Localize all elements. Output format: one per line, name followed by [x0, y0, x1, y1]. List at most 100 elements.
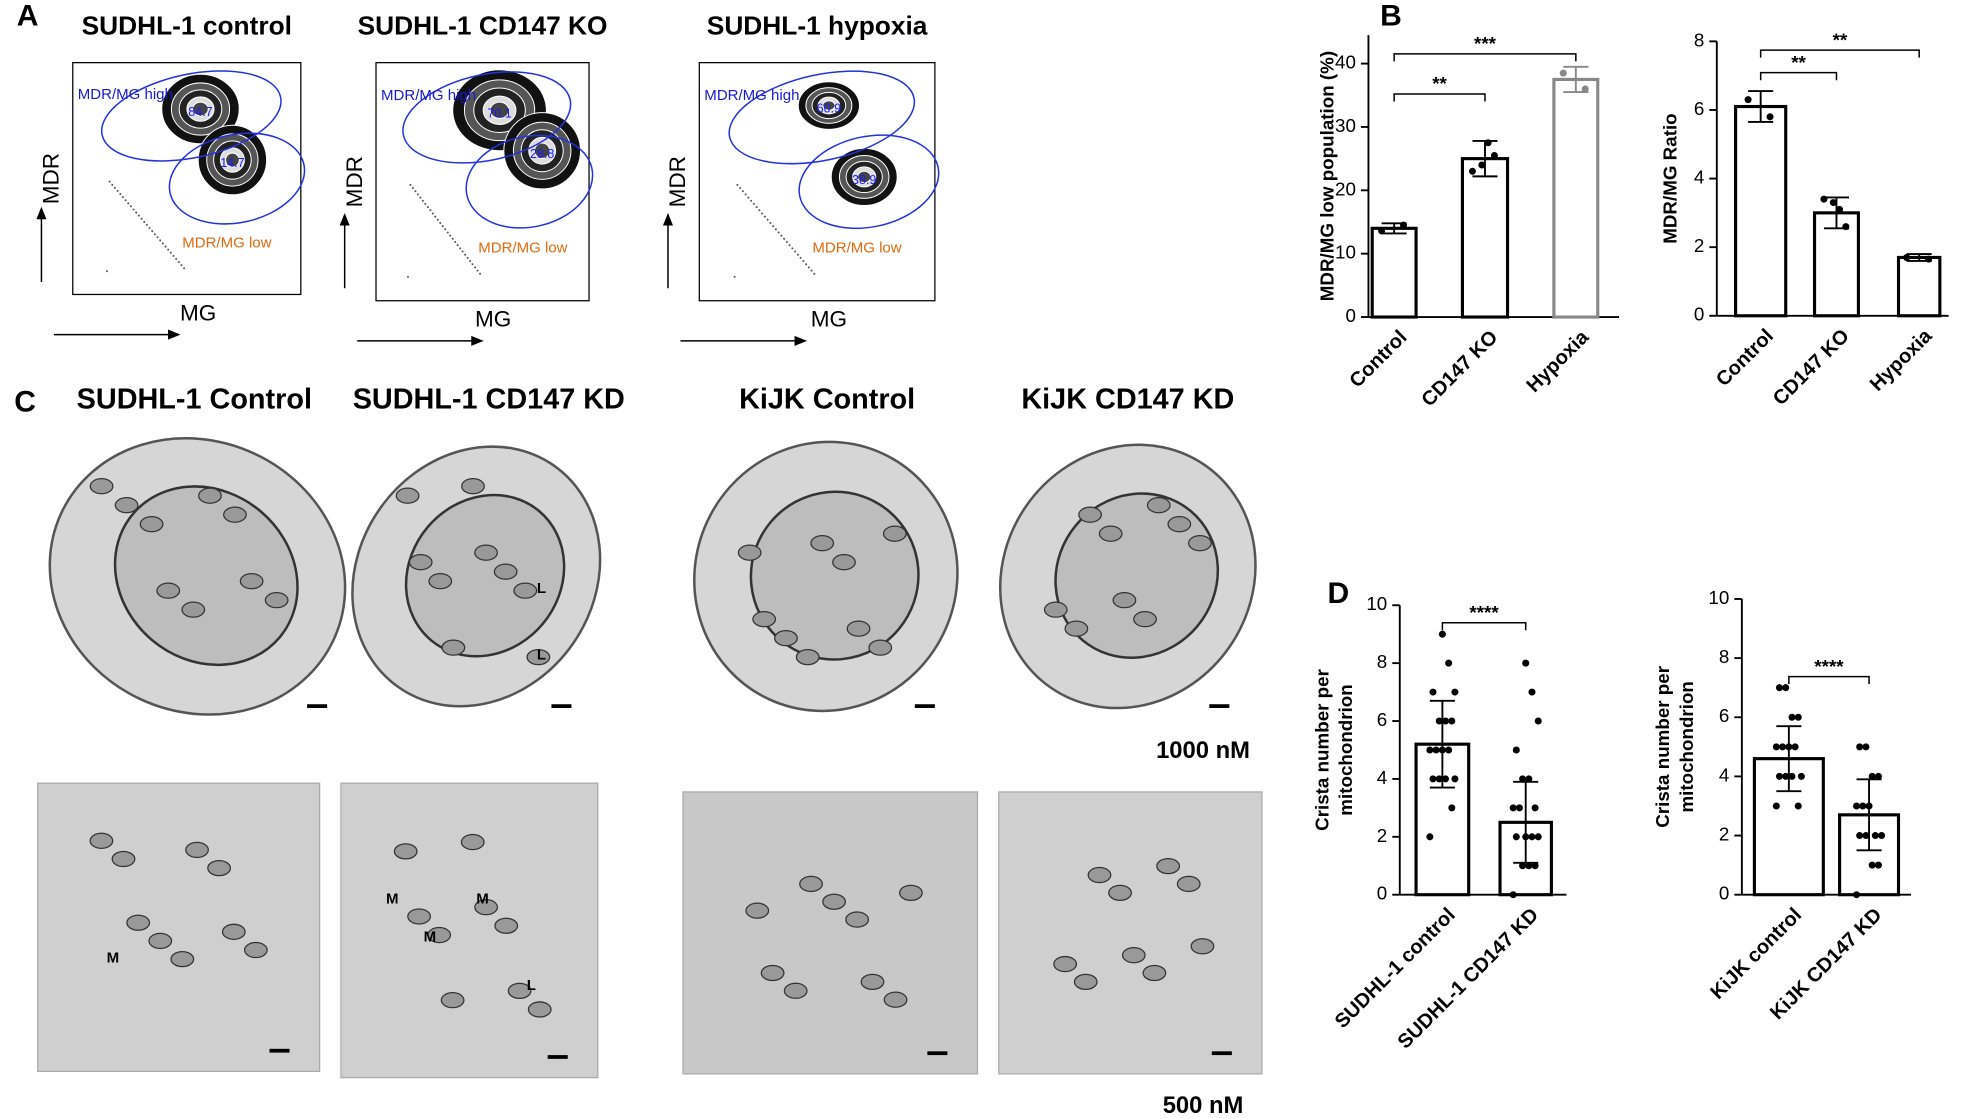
micrograph-annotation: L — [537, 580, 546, 597]
data-point — [1903, 253, 1911, 261]
event-dot — [429, 209, 432, 212]
significance-label: ** — [1432, 73, 1447, 94]
event-dot — [783, 237, 786, 240]
event-dot — [761, 212, 764, 215]
significance-label: ** — [1791, 52, 1806, 73]
organelle — [526, 648, 551, 666]
event-dot — [755, 206, 758, 209]
y-tick-label: 20 — [1335, 178, 1356, 199]
event-dot — [177, 261, 180, 264]
gate-label: MDR/MG high — [704, 87, 799, 104]
y-tick-label: 0 — [1377, 883, 1387, 904]
event-dot — [129, 205, 132, 208]
organelle — [846, 620, 871, 637]
y-axis-label: MDR/MG low population (%) — [1316, 51, 1337, 301]
event-dot — [424, 202, 427, 205]
data-point — [1478, 161, 1486, 169]
y-tick-label: 0 — [1719, 883, 1729, 904]
organelle — [799, 875, 823, 893]
plot-frame — [375, 62, 590, 302]
event-dot — [474, 266, 477, 269]
organelle — [1142, 964, 1167, 982]
density-contour — [533, 142, 551, 159]
organelle — [493, 563, 518, 580]
event-dot — [153, 233, 156, 236]
event-dot — [105, 270, 108, 273]
organelle — [474, 544, 498, 561]
scale-bar — [927, 1051, 948, 1056]
gate-value: 60.9 — [817, 102, 841, 116]
micrograph-annotation: L — [527, 977, 536, 994]
panel-label: A — [17, 0, 39, 32]
organelle — [745, 902, 770, 919]
gate-label: MDR/MG low — [478, 239, 567, 256]
arrow-head — [36, 206, 47, 220]
organelle — [148, 932, 173, 950]
gate — [402, 71, 572, 164]
organelle — [845, 911, 870, 928]
data-point — [1775, 684, 1783, 692]
y-tick-label: 2 — [1719, 824, 1729, 845]
arrow-head — [339, 213, 350, 226]
event-dot — [127, 202, 130, 205]
density-contour — [489, 101, 510, 119]
event-dot — [476, 269, 479, 272]
y-axis-label: MDR/MG Ratio — [1660, 113, 1681, 243]
error-bar — [1776, 725, 1802, 793]
scale-bar — [914, 704, 935, 708]
y-tick-label: 6 — [1377, 709, 1387, 730]
data-point — [1525, 775, 1533, 783]
event-dot — [108, 180, 111, 183]
event-dot — [469, 260, 472, 263]
organelle — [428, 573, 453, 590]
data-point — [1581, 85, 1589, 93]
micrograph-annotation: M — [424, 928, 437, 945]
arrow-head — [794, 335, 808, 346]
data-point — [1788, 713, 1796, 721]
organelle — [1078, 506, 1103, 523]
organelle — [1176, 875, 1201, 893]
data-point — [1791, 743, 1799, 751]
gate — [728, 70, 916, 165]
gate — [100, 70, 282, 162]
data-point — [1528, 833, 1536, 841]
gate-label: MDR/MG low — [182, 234, 271, 251]
gate-value: 14.7 — [220, 156, 244, 170]
event-dot — [739, 187, 742, 190]
data-point — [1853, 891, 1861, 899]
data-point — [1445, 746, 1453, 754]
panel-label: C — [14, 385, 36, 418]
event-dot — [183, 267, 186, 270]
bar — [1734, 104, 1788, 318]
event-dot — [763, 215, 766, 218]
micrograph-title: SUDHL-1 Control — [77, 384, 312, 416]
event-dot — [466, 256, 469, 259]
organelle — [264, 592, 289, 609]
organelle — [494, 917, 519, 934]
y-tick-label: 0 — [1345, 305, 1355, 326]
event-dot — [111, 183, 114, 186]
y-axis-label-line: Crista number per — [1652, 665, 1673, 827]
flow-title: SUDHL-1 hypoxia — [707, 11, 928, 41]
organelle — [810, 535, 835, 552]
organelle — [460, 833, 485, 851]
organelle — [1087, 866, 1112, 884]
event-dot — [810, 269, 813, 272]
organelle — [408, 554, 433, 571]
micrograph-annotation: M — [107, 950, 120, 967]
data-point — [1859, 802, 1867, 810]
organelle — [513, 582, 538, 599]
event-dot — [426, 206, 429, 209]
data-point — [1445, 659, 1453, 667]
event-dot — [464, 253, 467, 256]
organelle — [395, 487, 420, 504]
organelle — [239, 573, 264, 590]
y-tick-label: 6 — [1719, 705, 1729, 726]
data-point — [1785, 743, 1793, 751]
event-dot — [451, 237, 454, 240]
plot-frame — [72, 62, 302, 296]
data-point — [1874, 772, 1882, 780]
data-point — [1766, 113, 1774, 121]
data-point — [1865, 802, 1873, 810]
event-dot — [794, 250, 797, 253]
